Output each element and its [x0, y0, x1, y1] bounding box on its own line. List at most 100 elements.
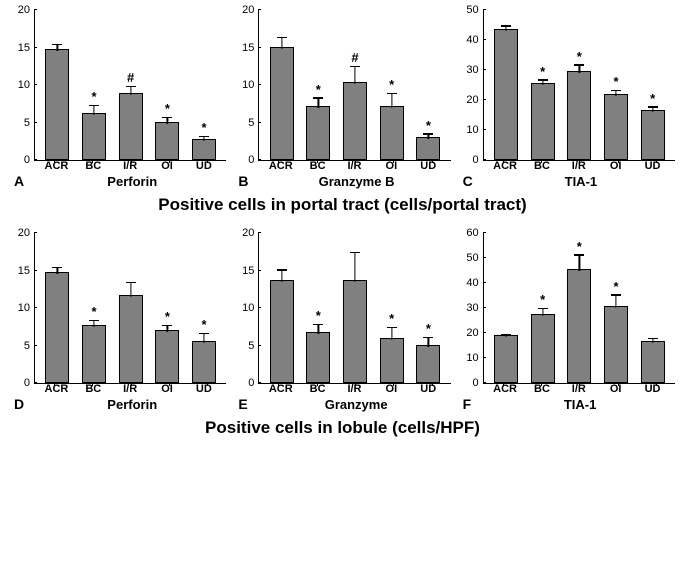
- y-tick-label: 10: [459, 352, 479, 364]
- panel-C: 01020304050****ACRBCI/ROIUDCTIA-1: [459, 10, 675, 189]
- x-tick-mark: [393, 383, 394, 386]
- x-label: ACR: [487, 383, 524, 395]
- x-label: ACR: [262, 160, 299, 172]
- x-tick-mark: [92, 160, 93, 163]
- bar: [155, 122, 179, 160]
- y-tick-label: 10: [459, 124, 479, 136]
- error-bar: [542, 309, 543, 315]
- x-label: OI: [373, 383, 410, 395]
- bar-group: [488, 10, 525, 160]
- error-cap: [538, 308, 548, 309]
- error-bar: [615, 296, 616, 309]
- x-label: OI: [597, 383, 634, 395]
- x-tick-mark: [618, 160, 619, 163]
- error-bar: [652, 108, 653, 113]
- error-cap: [538, 79, 548, 80]
- y-axis: 0102030405060: [459, 233, 483, 383]
- error-cap: [277, 269, 287, 270]
- error-cap: [611, 90, 621, 91]
- y-tick-label: 5: [234, 117, 254, 129]
- x-tick-mark: [131, 383, 132, 386]
- panel-title-row: DPerforin: [14, 396, 226, 412]
- y-tick-label: 15: [234, 42, 254, 54]
- x-tick-mark: [579, 160, 580, 163]
- error-cap: [313, 324, 323, 325]
- y-tick-label: 0: [10, 377, 30, 389]
- plot-area: 05101520*#**: [234, 10, 450, 160]
- significance-marker: #: [127, 70, 134, 85]
- y-tick-label: 40: [459, 277, 479, 289]
- y-tick-label: 20: [10, 4, 30, 16]
- error-cap: [423, 133, 433, 134]
- significance-marker: *: [426, 321, 431, 336]
- x-tick-mark: [618, 383, 619, 386]
- bar-group: *: [300, 233, 337, 383]
- error-cap: [574, 64, 584, 65]
- bar-group: [39, 233, 76, 383]
- x-tick-mark: [54, 160, 55, 163]
- error-bar: [167, 118, 168, 124]
- significance-marker: *: [577, 49, 582, 64]
- x-tick-mark: [131, 160, 132, 163]
- bar-group: *: [524, 233, 561, 383]
- x-tick-mark: [579, 383, 580, 386]
- panel-letter: D: [14, 396, 24, 412]
- bar: [82, 325, 106, 383]
- x-tick-mark: [355, 160, 356, 163]
- y-tick-label: 5: [10, 117, 30, 129]
- bar-group: *: [598, 10, 635, 160]
- error-bar: [318, 99, 319, 108]
- error-cap: [423, 337, 433, 338]
- bar-group: *: [373, 233, 410, 383]
- panel-title-row: BGranzyme B: [238, 173, 450, 189]
- y-tick-label: 0: [234, 154, 254, 166]
- y-tick-label: 10: [10, 302, 30, 314]
- x-label: OI: [149, 383, 186, 395]
- x-label: OI: [149, 160, 186, 172]
- error-bar: [130, 283, 131, 297]
- bar: [531, 314, 555, 384]
- chart-box: ***: [483, 233, 675, 384]
- significance-marker: *: [426, 118, 431, 133]
- y-axis: 05101520: [234, 233, 258, 383]
- x-label: UD: [410, 160, 447, 172]
- chart-box: *#**: [34, 10, 226, 161]
- bar-group: [263, 10, 300, 160]
- x-tick-mark: [656, 160, 657, 163]
- error-cap: [162, 325, 172, 326]
- bar-group: *: [634, 10, 671, 160]
- significance-marker: *: [165, 309, 170, 324]
- significance-marker: *: [201, 317, 206, 332]
- bar-group: *: [410, 10, 447, 160]
- y-tick-label: 15: [234, 265, 254, 277]
- y-tick-label: 20: [10, 227, 30, 239]
- x-tick-mark: [432, 383, 433, 386]
- x-label: UD: [634, 383, 671, 395]
- error-cap: [313, 97, 323, 98]
- bar-group: *: [186, 10, 223, 160]
- error-bar: [93, 106, 94, 115]
- significance-marker: #: [351, 50, 358, 65]
- bar: [306, 332, 330, 383]
- x-label: ACR: [38, 383, 75, 395]
- panel-title-row: APerforin: [14, 173, 226, 189]
- error-bar: [354, 67, 355, 84]
- x-tick-mark: [169, 160, 170, 163]
- x-tick-mark: [317, 383, 318, 386]
- error-bar: [281, 38, 282, 49]
- x-tick-mark: [503, 383, 504, 386]
- bar: [380, 338, 404, 384]
- x-label: ACR: [487, 160, 524, 172]
- bar-group: #: [337, 10, 374, 160]
- error-cap: [648, 106, 658, 107]
- chart-box: ***: [34, 233, 226, 384]
- bar: [45, 272, 69, 383]
- y-tick-label: 0: [459, 154, 479, 166]
- error-cap: [52, 267, 62, 268]
- bar: [119, 93, 143, 160]
- y-tick-label: 10: [234, 79, 254, 91]
- bars-container: ***: [484, 233, 675, 383]
- significance-marker: *: [165, 101, 170, 116]
- y-tick-label: 10: [234, 302, 254, 314]
- x-tick-mark: [541, 383, 542, 386]
